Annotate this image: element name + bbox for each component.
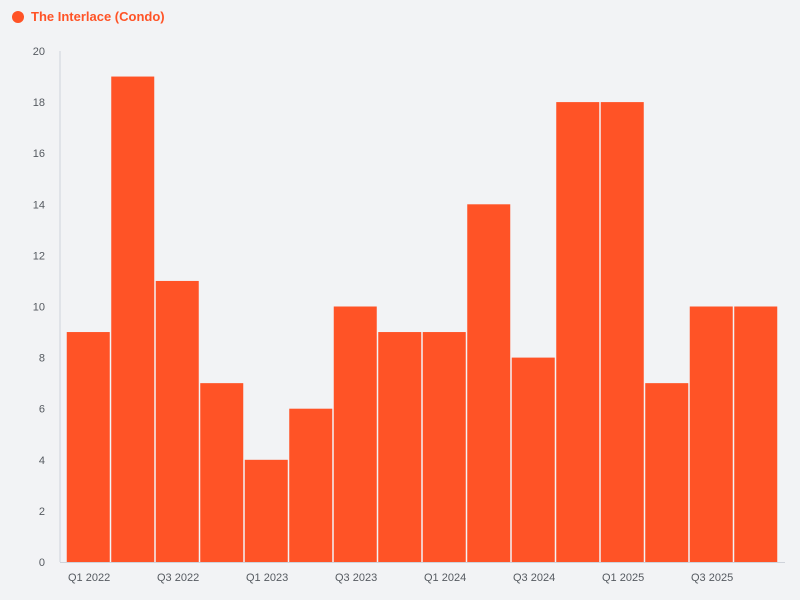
bar-q4-2025[interactable]	[734, 306, 778, 563]
bar-q3-2024[interactable]	[511, 357, 555, 562]
bar-q2-2023[interactable]	[289, 408, 333, 562]
y-tick-label: 2	[39, 506, 45, 518]
y-tick-label: 4	[39, 455, 45, 467]
y-tick-label: 14	[33, 199, 45, 211]
x-tick-label: Q1 2022	[68, 572, 110, 584]
bar-q3-2025[interactable]	[689, 306, 733, 563]
legend-marker-icon	[12, 10, 24, 23]
x-tick-label: Q3 2022	[157, 572, 199, 584]
y-tick-label: 0	[39, 557, 45, 569]
y-axis: 0 2 4 6 8 10 12 14 16 18 20	[33, 46, 785, 569]
bar-q4-2024[interactable]	[556, 102, 600, 562]
legend-series-label: The Interlace (Condo)	[31, 9, 165, 24]
bar-q2-2025[interactable]	[645, 383, 689, 562]
bar-q1-2022[interactable]	[66, 332, 110, 562]
bar-q1-2025[interactable]	[600, 102, 644, 562]
y-tick-label: 12	[33, 250, 45, 262]
bar-series	[66, 76, 778, 563]
bar-q3-2023[interactable]	[333, 306, 377, 563]
x-tick-label: Q3 2024	[513, 572, 555, 584]
bar-q1-2023[interactable]	[244, 459, 288, 562]
bar-q3-2022[interactable]	[155, 280, 199, 562]
bar-q4-2023[interactable]	[378, 332, 422, 562]
bar-q4-2022[interactable]	[200, 383, 244, 562]
x-tick-label: Q1 2024	[424, 572, 466, 584]
bar-q2-2024[interactable]	[467, 204, 511, 563]
x-axis: Q1 2022 Q3 2022 Q1 2023 Q3 2023 Q1 2024 Q3 20…	[68, 572, 733, 584]
y-tick-label: 18	[33, 97, 45, 109]
x-tick-label: Q1 2025	[602, 572, 644, 584]
x-tick-label: Q1 2023	[246, 572, 288, 584]
x-tick-label: Q3 2023	[335, 572, 377, 584]
y-tick-label: 20	[33, 46, 45, 58]
chart-legend[interactable]: The Interlace (Condo)	[12, 9, 165, 24]
x-tick-label: Q3 2025	[691, 572, 733, 584]
y-tick-label: 6	[39, 404, 45, 416]
bar-q1-2024[interactable]	[422, 332, 466, 562]
y-tick-label: 16	[33, 148, 45, 160]
y-tick-label: 8	[39, 353, 45, 365]
bar-q2-2022[interactable]	[111, 76, 155, 563]
y-tick-label: 10	[33, 302, 45, 314]
